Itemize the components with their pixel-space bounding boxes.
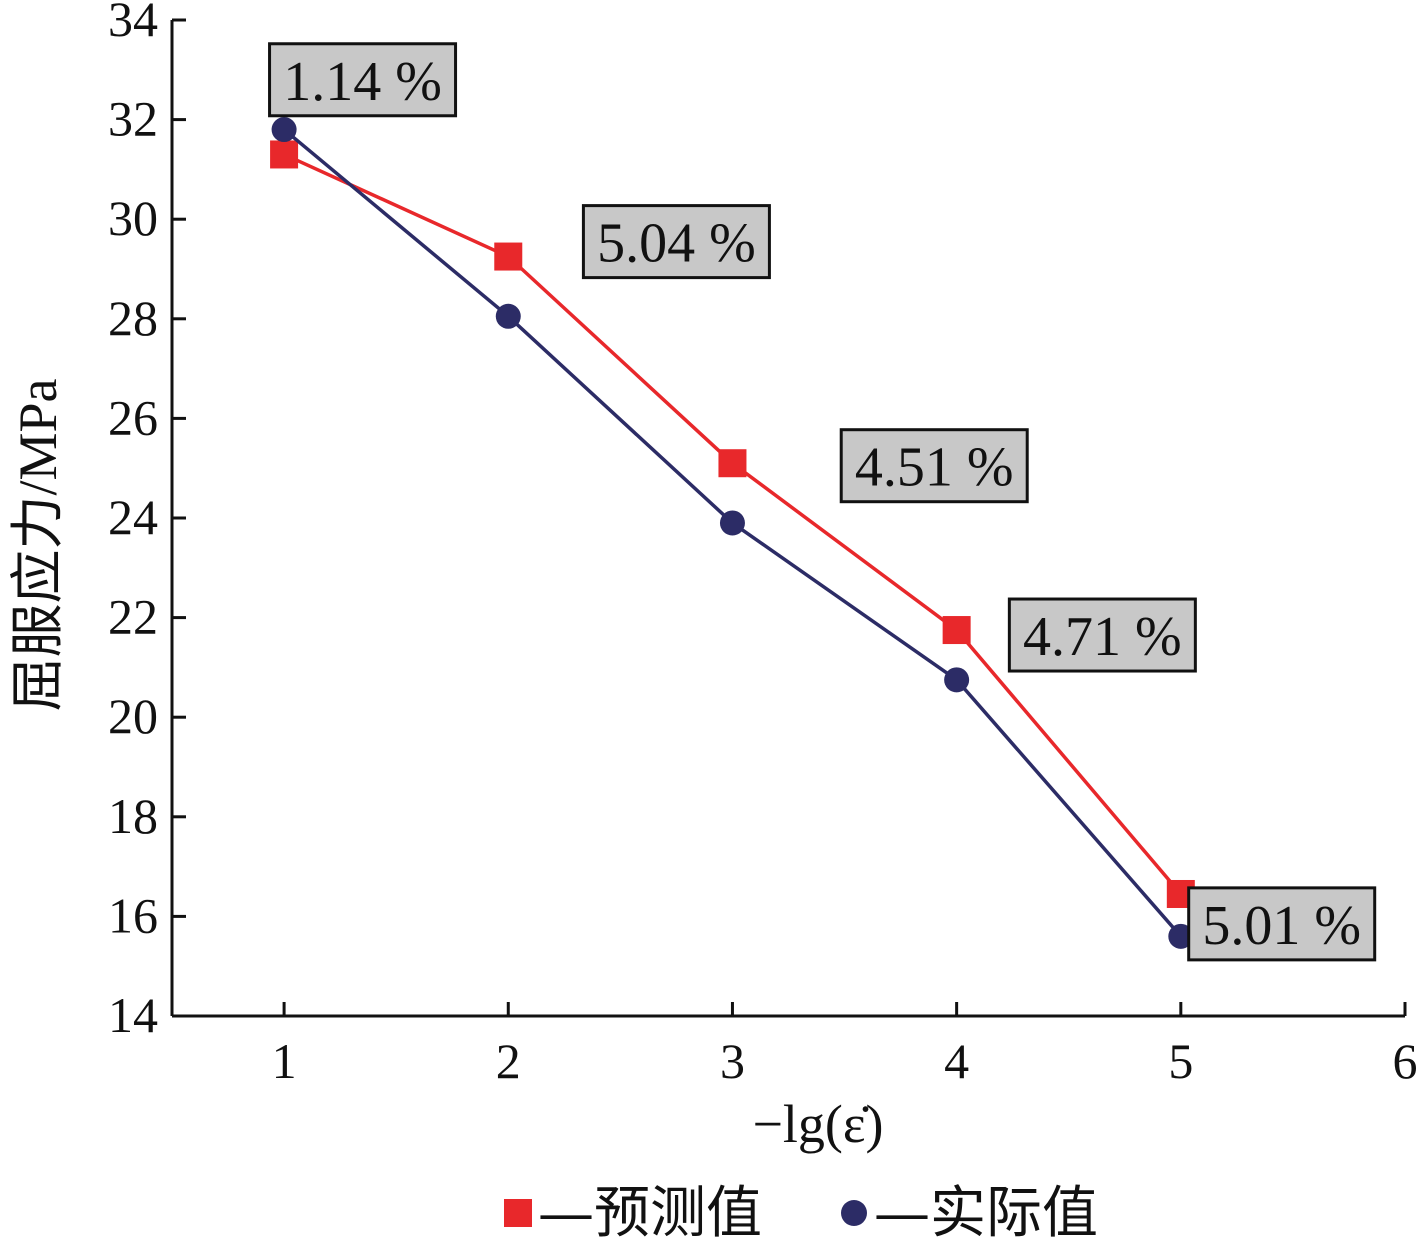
x-tick-label: 4 — [944, 1033, 969, 1089]
y-tick-label: 26 — [108, 389, 158, 445]
legend-marker-circle — [841, 1200, 867, 1226]
legend-item: —预测值 — [504, 1181, 762, 1245]
y-axis-label: 屈服应力/MPa — [8, 378, 68, 711]
y-tick-label: 16 — [108, 887, 158, 943]
error-annotation: 1.14 % — [268, 42, 458, 118]
x-axis-label: −lg(ε̇) — [752, 1094, 883, 1154]
legend-label: —预测值 — [538, 1181, 762, 1245]
data-point-square — [270, 140, 299, 169]
annotation-label: 1.14 % — [283, 51, 442, 113]
data-point-circle — [495, 303, 521, 329]
legend-label: —实际值 — [874, 1181, 1098, 1245]
y-tick-label: 18 — [108, 788, 158, 844]
y-tick-label: 30 — [108, 190, 158, 246]
error-annotation: 4.71 % — [1007, 597, 1197, 673]
x-tick-label: 1 — [272, 1033, 297, 1089]
error-annotation: 5.01 % — [1187, 886, 1377, 962]
data-point-circle — [944, 667, 970, 693]
y-tick-label: 22 — [108, 589, 158, 645]
legend-item: —实际值 — [841, 1181, 1098, 1245]
series-actual — [271, 117, 1194, 949]
data-point-circle — [271, 117, 297, 143]
x-tick-label: 5 — [1168, 1033, 1193, 1089]
series-predicted — [270, 140, 1195, 908]
y-tick-label: 20 — [108, 688, 158, 744]
annotation-box — [1007, 597, 1197, 673]
legend: —预测值 —实际值 — [504, 1181, 1098, 1245]
data-point-square — [494, 242, 523, 271]
y-tick-label: 32 — [108, 91, 158, 147]
x-tick-label: 2 — [496, 1033, 521, 1089]
annotation-box — [839, 428, 1029, 504]
annotation-box — [581, 204, 771, 280]
annotation-box — [268, 42, 458, 118]
legend-marker-square — [504, 1199, 532, 1227]
data-point-square — [942, 616, 971, 645]
x-tick-label: 6 — [1393, 1033, 1417, 1089]
annotation-label: 4.51 % — [855, 437, 1014, 499]
data-point-circle — [1168, 923, 1194, 949]
error-annotation: 4.51 % — [839, 428, 1029, 504]
annotation-label: 4.71 % — [1023, 606, 1182, 668]
y-tick-label: 14 — [108, 987, 158, 1043]
data-point-circle — [719, 510, 745, 536]
y-tick-label: 34 — [108, 0, 158, 47]
annotation-label: 5.01 % — [1202, 895, 1361, 957]
y-tick-label: 24 — [108, 489, 158, 545]
annotation-label: 5.04 % — [597, 213, 756, 275]
data-point-square — [718, 449, 747, 478]
error-annotation: 5.04 % — [581, 204, 771, 280]
y-tick-label: 28 — [108, 290, 158, 346]
x-tick-label: 3 — [720, 1033, 745, 1089]
annotation-layer: 1.14 % 5.04 % 4.51 % 4.71 % 5.01 % — [268, 42, 1377, 962]
annotation-box — [1187, 886, 1377, 962]
series-layer — [270, 117, 1195, 949]
